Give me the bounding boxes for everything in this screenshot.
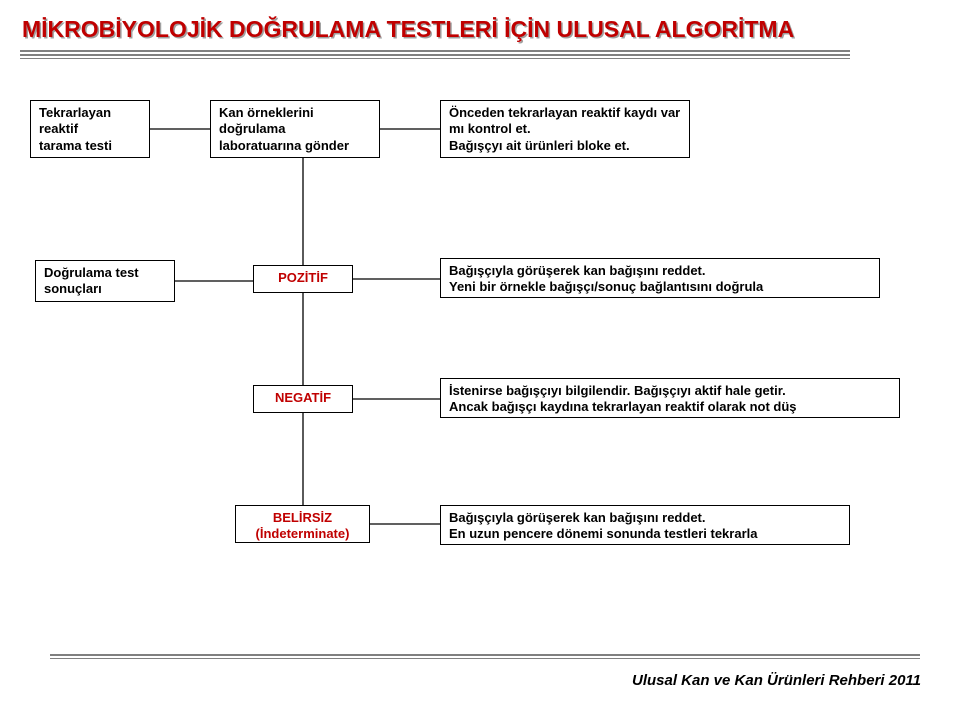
box-negative-action: İstenirse bağışçıyı bilgilendir. Bağışçı… bbox=[440, 378, 900, 418]
page-title: MİKROBİYOLOJİK DOĞRULAMA TESTLERİ İÇİN U… bbox=[22, 16, 794, 43]
box-check-record: Önceden tekrarlayan reaktif kaydı var mı… bbox=[440, 100, 690, 158]
box-positive-action: Bağışçıyla görüşerek kan bağışını reddet… bbox=[440, 258, 880, 298]
box-indeterminate-action: Bağışçıyla görüşerek kan bağışını reddet… bbox=[440, 505, 850, 545]
footer-rule-1 bbox=[50, 654, 920, 656]
title-rule-2 bbox=[20, 54, 850, 56]
footer-rule-2 bbox=[50, 658, 920, 659]
footer-citation: Ulusal Kan ve Kan Ürünleri Rehberi 2011 bbox=[632, 672, 921, 689]
box-indeterminate: BELİRSİZ(İndeterminate) bbox=[235, 505, 370, 543]
box-confirmation-results: Doğrulama test sonuçları bbox=[35, 260, 175, 302]
box-repeat-reactive-test: Tekrarlayan reaktiftarama testi bbox=[30, 100, 150, 158]
title-rule-3 bbox=[20, 58, 850, 59]
box-negative: NEGATİF bbox=[253, 385, 353, 413]
box-send-to-lab: Kan örneklerini doğrulama laboratuarına … bbox=[210, 100, 380, 158]
box-positive: POZİTİF bbox=[253, 265, 353, 293]
title-rule-1 bbox=[20, 50, 850, 52]
